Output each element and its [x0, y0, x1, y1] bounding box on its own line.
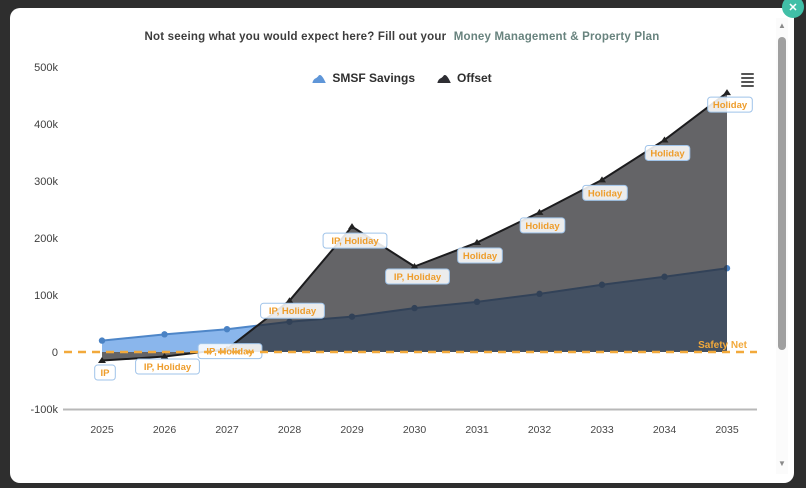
point-label-box [644, 144, 691, 161]
scrollbar-thumb[interactable] [778, 37, 786, 350]
point-label-box [135, 358, 200, 375]
x-axis-label: 2025 [90, 424, 114, 436]
point-label-box [519, 217, 566, 234]
header-note: Not seeing what you would expect here? F… [10, 31, 794, 43]
smsf-savings-point-marker[interactable] [161, 331, 168, 338]
scroll-up-arrow[interactable]: ▲ [778, 21, 786, 30]
x-axis-label: 2026 [153, 424, 177, 436]
note-text: Not seeing what you would expect here? F… [144, 31, 447, 43]
point-label-box [707, 96, 753, 113]
offset-point-marker[interactable] [348, 223, 356, 230]
point-label: Holiday [713, 100, 748, 111]
y-axis-tick-label: 0 [52, 347, 58, 359]
point-label-box [385, 268, 450, 285]
smsf-savings-point-marker[interactable] [98, 337, 106, 344]
safety-net-label: Safety Net [698, 340, 748, 351]
point-label: IP, Holiday [206, 347, 254, 358]
point-label: Holiday [463, 251, 498, 262]
point-label: IP, Holiday [394, 272, 442, 283]
y-axis-tick-label: 400k [34, 119, 58, 131]
area-series-icon [312, 74, 326, 83]
x-axis-label: 2029 [340, 424, 364, 436]
legend-label: Offset [457, 71, 492, 85]
y-axis-tick-label: 300k [34, 176, 58, 188]
point-label: Holiday [525, 221, 560, 232]
y-axis-tick-label: 200k [34, 233, 58, 245]
point-label-box [322, 232, 388, 249]
offset-area [102, 92, 727, 361]
point-label-box [260, 302, 325, 319]
hamburger-icon [741, 85, 754, 87]
offset-point-marker[interactable] [98, 357, 106, 364]
legend-label: SMSF Savings [332, 71, 416, 85]
x-axis-label: 2033 [590, 424, 614, 436]
offset-point-marker[interactable] [598, 176, 606, 183]
chart-menu-button[interactable] [741, 72, 755, 88]
offset-point-marker[interactable] [723, 89, 731, 96]
point-label-box [582, 184, 628, 201]
hamburger-icon [741, 73, 754, 75]
area-series-icon [437, 74, 451, 83]
offset-point-marker[interactable] [535, 208, 544, 215]
point-label-box [457, 247, 503, 264]
x-axis-label: 2034 [653, 424, 677, 436]
point-label: Holiday [650, 148, 685, 159]
legend-item-smsf-savings[interactable]: SMSF Savings [312, 71, 415, 85]
point-label: IP, Holiday [331, 236, 379, 247]
point-label: IP [101, 368, 111, 379]
hamburger-icon [741, 81, 754, 83]
y-axis-tick-label: -100k [30, 404, 58, 416]
scroll-down-arrow[interactable]: ▼ [778, 459, 786, 468]
scrollbar[interactable]: ▲ ▼ [776, 18, 788, 474]
point-label: IP, Holiday [144, 362, 192, 373]
smsf-savings-point-marker[interactable] [223, 326, 231, 333]
legend-item-offset[interactable]: Offset [437, 71, 492, 85]
y-axis-tick-label: 500k [34, 62, 58, 74]
offset-point-marker[interactable] [410, 263, 419, 269]
x-axis-label: 2030 [403, 424, 427, 436]
offset-point-marker[interactable] [160, 353, 169, 360]
offset-point-marker[interactable] [285, 297, 294, 304]
x-axis-label: 2028 [278, 424, 302, 436]
point-label: Holiday [588, 188, 623, 199]
point-label-box [94, 364, 116, 381]
note-link[interactable]: Money Management & Property Plan [453, 31, 660, 43]
point-label: IP, Holiday [269, 306, 317, 317]
x-axis-label: 2035 [715, 424, 739, 436]
hamburger-icon [741, 77, 754, 79]
close-button[interactable]: ✕ [782, 0, 804, 18]
offset-point-marker[interactable] [473, 239, 481, 246]
offset-point-marker[interactable] [660, 136, 669, 143]
x-axis-label: 2032 [528, 424, 552, 436]
y-axis-tick-label: 100k [34, 290, 58, 302]
x-axis-label: 2027 [215, 424, 239, 436]
chart-legend: SMSF Savings Offset [312, 71, 492, 85]
x-axis-label: 2031 [465, 424, 489, 436]
